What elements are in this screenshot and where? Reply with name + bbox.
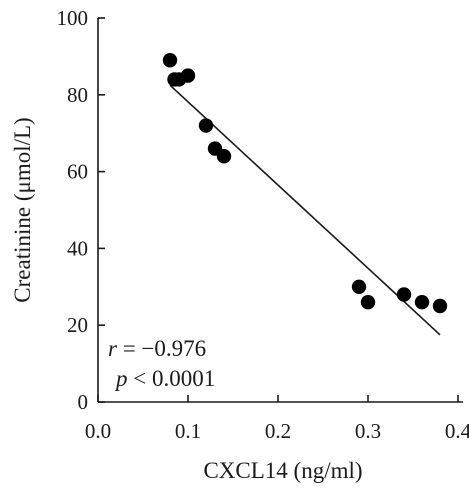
x-axis-title: CXCL14 (ng/ml) xyxy=(203,458,362,483)
y-tick-label: 80 xyxy=(67,83,88,107)
data-point xyxy=(360,294,376,310)
x-tick-label: 0.0 xyxy=(85,419,111,443)
y-tick-label: 20 xyxy=(67,313,88,337)
data-point xyxy=(396,287,412,302)
axes xyxy=(97,18,463,403)
data-point xyxy=(432,298,448,314)
x-ticks: 0.0 0.1 0.2 0.3 0.4 xyxy=(85,395,469,443)
p-annotation: p < 0.0001 xyxy=(114,366,215,391)
x-tick-label: 0.4 xyxy=(445,419,469,443)
data-point xyxy=(180,68,196,83)
y-tick-label: 40 xyxy=(67,236,88,260)
y-axis-title: Creatinine (μmol/L) xyxy=(10,117,35,302)
data-point xyxy=(414,294,430,310)
data-point xyxy=(198,118,214,133)
y-tick-label: 60 xyxy=(67,160,88,184)
regression-line xyxy=(169,84,441,336)
p-symbol: p xyxy=(114,366,128,391)
data-points xyxy=(162,53,448,314)
x-tick-label: 0.1 xyxy=(175,419,201,443)
data-point xyxy=(216,149,232,164)
y-ticks: 0 20 40 60 80 100 xyxy=(57,6,105,414)
x-tick-label: 0.2 xyxy=(265,419,291,443)
x-tick-label: 0.3 xyxy=(355,419,381,443)
p-value: < 0.0001 xyxy=(128,366,216,391)
r-value: = −0.976 xyxy=(117,336,206,361)
data-point xyxy=(162,53,178,68)
y-tick-label: 0 xyxy=(78,390,89,414)
r-annotation: r = −0.976 xyxy=(108,336,206,361)
data-point xyxy=(351,279,367,294)
r-symbol: r xyxy=(108,336,118,361)
y-tick-label: 100 xyxy=(57,6,89,30)
